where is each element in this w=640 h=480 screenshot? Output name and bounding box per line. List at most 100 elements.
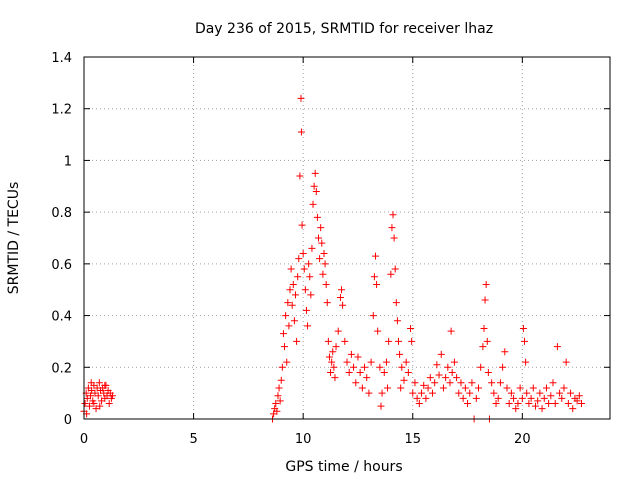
data-point-marker (336, 293, 344, 301)
data-point-marker (444, 363, 452, 371)
data-point-marker (503, 384, 511, 392)
data-point-marker (378, 389, 386, 397)
data-point-marker (479, 343, 487, 351)
data-point-marker (376, 363, 384, 371)
data-point-marker (398, 363, 406, 371)
data-point-marker (549, 379, 557, 387)
data-point-marker (276, 397, 284, 405)
data-point-marker (352, 379, 360, 387)
data-point-marker (391, 265, 399, 273)
data-point-marker (447, 327, 455, 335)
data-point-marker (331, 374, 339, 382)
data-point-marker (475, 384, 482, 392)
data-point-marker (339, 301, 347, 309)
data-point-marker (311, 169, 319, 177)
data-point-marker (411, 379, 419, 387)
data-point-marker (482, 281, 490, 289)
data-point-marker (294, 273, 302, 281)
data-point-marker (338, 286, 346, 294)
data-point-marker (437, 350, 445, 358)
data-point-marker (575, 392, 583, 400)
data-point-marker (291, 291, 299, 299)
data-point-marker (422, 394, 430, 402)
data-point-marker (480, 325, 488, 332)
data-point-marker (274, 392, 282, 400)
data-point-marker (285, 322, 293, 330)
x-tick-label: 10 (295, 432, 312, 447)
data-point-marker (408, 337, 416, 345)
data-point-marker (288, 301, 296, 309)
data-point-marker (431, 379, 439, 387)
data-point-marker (396, 350, 404, 358)
data-point-marker (310, 182, 318, 190)
data-point-marker (428, 389, 436, 397)
data-point-marker (388, 224, 396, 232)
data-point-marker (564, 399, 572, 407)
y-tick-label: 1.2 (51, 103, 72, 118)
data-point-marker (289, 281, 297, 289)
data-point-marker (382, 358, 390, 366)
data-point-marker (542, 384, 550, 392)
data-point-marker (392, 299, 400, 307)
data-point-marker (321, 260, 329, 268)
data-point-marker (490, 389, 498, 397)
data-point-marker (385, 337, 393, 345)
data-point-marker (453, 374, 461, 382)
data-point-marker (101, 381, 109, 389)
data-point-marker (442, 374, 450, 382)
data-point-marker (468, 379, 476, 387)
data-point-marker (569, 405, 577, 413)
data-point-marker (457, 379, 465, 387)
data-point-marker (409, 389, 417, 397)
data-point-marker (455, 389, 463, 397)
data-point-marker (317, 224, 325, 232)
data-point-marker (369, 312, 377, 320)
data-point-marker (330, 363, 338, 371)
data-point-marker (105, 399, 113, 407)
data-point-marker (529, 384, 537, 392)
y-tick-label: 1.4 (51, 51, 72, 66)
data-point-marker (354, 353, 362, 361)
data-point-marker (293, 337, 301, 345)
data-point-marker (534, 397, 542, 405)
data-points (80, 94, 586, 423)
data-point-marker (279, 330, 287, 338)
data-point-marker (538, 405, 546, 413)
data-point-marker (551, 399, 559, 407)
data-point-marker (358, 384, 366, 392)
data-point-marker (558, 394, 566, 402)
data-point-marker (87, 379, 95, 387)
data-point-marker (499, 363, 507, 371)
data-point-marker (324, 337, 332, 345)
data-point-marker (334, 327, 342, 335)
data-point-marker (426, 374, 434, 382)
data-point-marker (312, 187, 320, 195)
data-point-marker (384, 384, 392, 392)
data-point-marker (516, 384, 524, 392)
data-point-marker (367, 358, 375, 366)
data-point-marker (492, 399, 500, 407)
data-point-marker (472, 394, 480, 402)
data-point-marker (404, 368, 412, 376)
data-point-marker (272, 399, 280, 407)
data-point-marker (81, 399, 89, 407)
y-tick-label: 0.4 (51, 310, 72, 325)
data-point-marker (483, 337, 491, 345)
data-point-marker (347, 350, 355, 358)
data-point-marker (290, 317, 298, 325)
data-point-marker (275, 384, 283, 392)
data-point-marker (295, 255, 303, 263)
x-tick-label: 20 (514, 432, 531, 447)
data-point-marker (562, 358, 570, 366)
chart-title: Day 236 of 2015, SRMTID for receiver lha… (195, 21, 493, 37)
data-point-marker (521, 337, 529, 345)
data-point-marker (319, 270, 327, 278)
data-point-marker (309, 200, 317, 208)
data-point-marker (305, 260, 313, 268)
x-tick-label: 15 (404, 432, 421, 447)
data-point-marker (343, 358, 351, 366)
data-point-marker (308, 244, 316, 252)
data-point-marker (567, 389, 575, 397)
data-point-marker (304, 322, 312, 330)
